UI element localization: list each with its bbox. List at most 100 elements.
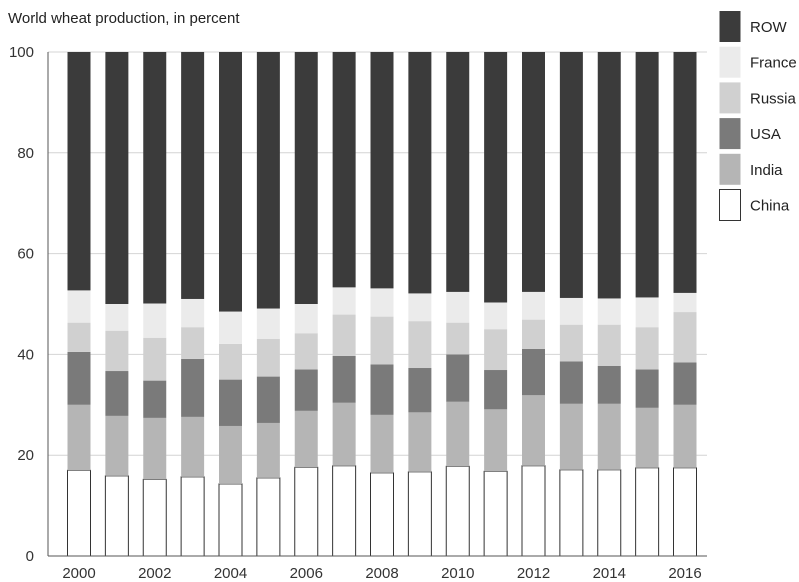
y-tick-label: 20 — [17, 447, 34, 464]
bar-segment-france-2013 — [559, 297, 583, 325]
x-tick-label: 2016 — [668, 565, 701, 582]
bar-stack-2005 — [256, 52, 281, 557]
bar-segment-usa-2013 — [559, 361, 583, 404]
bar-segment-row-2015 — [635, 52, 659, 298]
bar-segment-france-2014 — [597, 298, 621, 325]
x-tick-label: 2014 — [593, 565, 626, 582]
bar-segment-india-2007 — [332, 402, 356, 466]
bar-segment-china-2003 — [180, 476, 205, 557]
bar-segment-russia-2010 — [446, 322, 470, 355]
legend-label: France — [750, 55, 797, 72]
y-tick-label: 40 — [17, 346, 34, 363]
bar-segment-row-2007 — [332, 52, 356, 288]
bar-segment-usa-2014 — [597, 365, 621, 404]
legend-label: India — [750, 162, 783, 179]
bar-segment-usa-2006 — [294, 369, 318, 411]
bar-segment-usa-2010 — [446, 354, 470, 402]
legend-swatch — [719, 82, 741, 114]
legend-label: USA — [750, 126, 781, 143]
y-tick-label: 100 — [9, 44, 34, 61]
bar-segment-usa-2016 — [673, 362, 697, 405]
legend-label: ROW — [750, 19, 788, 36]
bar-segment-china-2001 — [104, 475, 129, 557]
y-tick-label: 0 — [26, 548, 34, 565]
bar-segment-row-2005 — [256, 52, 280, 309]
bar-segment-india-2000 — [67, 404, 91, 471]
bar-segment-russia-2006 — [294, 333, 318, 370]
bar-segment-france-2000 — [67, 290, 91, 323]
bar-stack-2006 — [294, 52, 319, 557]
bar-segment-usa-2011 — [484, 370, 508, 410]
bar-segment-china-2016 — [673, 467, 697, 557]
bar-stack-2008 — [370, 52, 394, 557]
bar-segment-row-2006 — [294, 52, 318, 304]
bar-stack-2016 — [673, 52, 697, 557]
axes — [47, 52, 707, 557]
legend-swatch — [719, 153, 741, 185]
bar-segment-france-2016 — [673, 292, 697, 313]
bar-stack-2002 — [142, 52, 167, 557]
bar-segment-china-2011 — [483, 470, 508, 557]
bar-segment-china-2007 — [332, 465, 357, 557]
bar-segment-india-2008 — [370, 414, 394, 473]
bar-stack-2007 — [332, 52, 357, 557]
bar-segment-india-2003 — [181, 416, 205, 477]
y-axis-ticks: 0 20 40 60 80 100 — [9, 44, 34, 565]
bar-segment-row-2012 — [522, 52, 545, 292]
bar-segment-russia-2015 — [635, 327, 659, 370]
bar-segment-india-2010 — [446, 401, 470, 467]
bar-stack-2009 — [407, 52, 432, 557]
bar-segment-china-2006 — [294, 466, 319, 557]
bar-segment-france-2001 — [105, 304, 129, 331]
bar-segment-india-2004 — [219, 425, 242, 484]
bar-segment-russia-2004 — [219, 343, 242, 380]
bar-segment-row-2010 — [446, 52, 470, 292]
bar-segment-france-2003 — [181, 298, 205, 328]
bar-segment-row-2004 — [219, 52, 242, 312]
legend-swatch — [719, 11, 741, 42]
bar-segment-india-2001 — [105, 415, 129, 476]
bar-segment-russia-2013 — [559, 324, 583, 362]
bar-segment-china-2010 — [445, 465, 470, 557]
bar-segment-india-2014 — [597, 403, 621, 470]
bar-segment-india-2009 — [408, 412, 432, 472]
bar-segment-row-2002 — [143, 52, 167, 304]
x-tick-label: 2008 — [365, 565, 398, 582]
bar-stack-2010 — [445, 52, 470, 557]
x-tick-label: 2000 — [62, 565, 95, 582]
bar-segment-usa-2015 — [635, 369, 659, 408]
bar-segment-russia-2009 — [408, 321, 432, 369]
bar-stack-2003 — [180, 52, 205, 557]
bar-segment-usa-2001 — [105, 371, 129, 416]
bar-segment-usa-2008 — [370, 364, 394, 415]
bar-stack-2000 — [67, 52, 91, 557]
bar-segment-france-2004 — [219, 311, 242, 344]
bar-stack-2004 — [218, 52, 243, 557]
bar-segment-row-2003 — [181, 52, 205, 299]
y-tick-label: 60 — [17, 246, 34, 263]
bar-segment-russia-2000 — [67, 322, 91, 352]
bar-segment-france-2002 — [143, 303, 167, 338]
bar-segment-russia-2007 — [332, 314, 356, 356]
bar-segment-france-2009 — [408, 293, 432, 322]
bar-segment-china-2002 — [142, 478, 167, 557]
bar-segment-usa-2000 — [67, 351, 91, 405]
bar-segment-row-2013 — [559, 52, 583, 298]
legend-swatch — [719, 189, 741, 221]
bar-segment-row-2008 — [370, 52, 394, 289]
legend-swatch — [719, 118, 741, 150]
bar-segment-china-2008 — [370, 472, 394, 557]
bar-segment-india-2011 — [484, 409, 508, 472]
bar-segment-india-2005 — [256, 422, 280, 478]
bar-segment-france-2006 — [294, 304, 318, 334]
legend-label: Russia — [750, 90, 797, 107]
bar-segment-france-2015 — [635, 297, 659, 328]
bar-segment-india-2012 — [522, 395, 545, 466]
bar-segment-france-2007 — [332, 287, 356, 315]
legend-item-india: India — [719, 153, 783, 185]
legend-item-france: France — [719, 46, 797, 78]
bar-segment-france-2010 — [446, 291, 470, 323]
bar-segment-row-2001 — [105, 52, 129, 304]
x-tick-label: 2012 — [517, 565, 550, 582]
